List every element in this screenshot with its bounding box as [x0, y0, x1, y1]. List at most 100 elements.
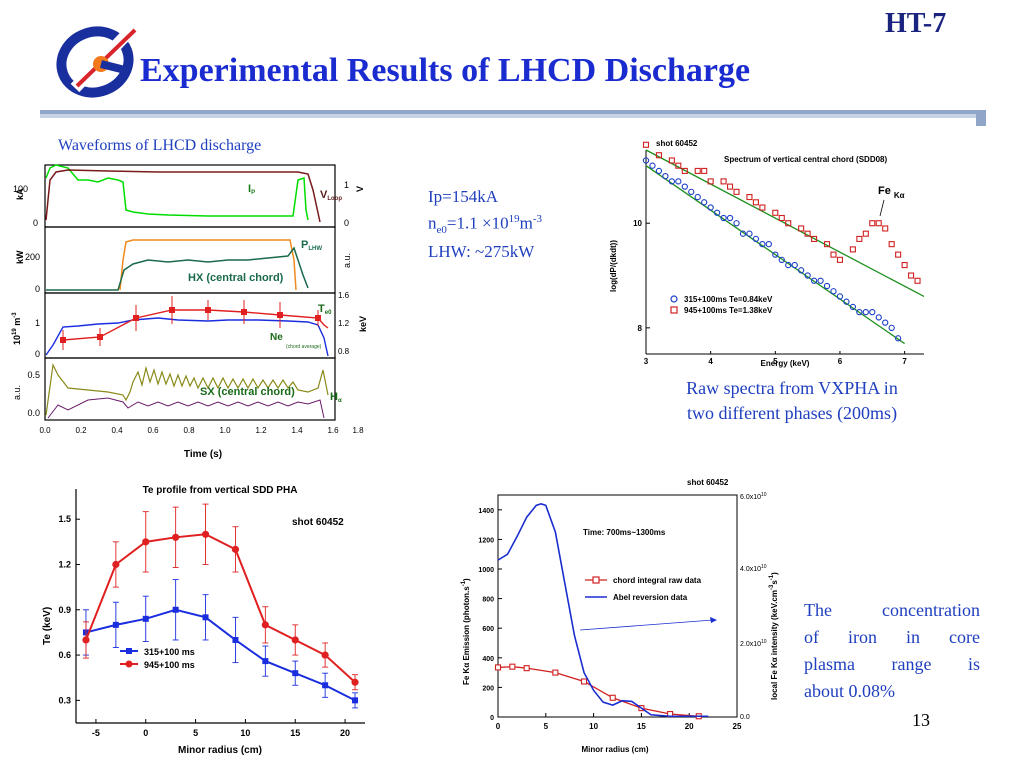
- fe-emission-ytick-label: 1400: [478, 508, 494, 515]
- spectrum-point-315: [694, 193, 701, 201]
- fe-emission-xtick-label: 20: [685, 722, 694, 731]
- te-profile-point-315: [202, 614, 209, 621]
- te-profile-point-945: [172, 533, 180, 541]
- spectrum-point-315: [888, 324, 895, 331]
- fe-ka-label: Fe Kα: [878, 185, 905, 200]
- spectrum-point-945: [830, 251, 837, 258]
- spectrum-point-945: [875, 220, 882, 227]
- te-profile-shot: shot 60452: [292, 517, 344, 528]
- fe-emission-ytick-label: 800: [482, 597, 494, 604]
- panel-3-ytick-right-1.2: 1.2: [338, 319, 350, 328]
- legend-label-315: 315+100 ms: [144, 647, 195, 657]
- spectrum-point-315: [713, 209, 721, 216]
- vloop-label: VLoop: [320, 189, 342, 202]
- spectrum-points: [642, 141, 921, 342]
- te-profile-frame: [75, 489, 365, 724]
- spectrum-point-945: [720, 178, 727, 185]
- fe-emission-ticks: 0 5 10 15 20 25 1400 1200 1000 800 600 400 200 0: [478, 508, 742, 731]
- te-profile-ytick-label: 0.9: [58, 605, 71, 615]
- fe-emission-ytick-label: 1000: [478, 567, 494, 574]
- te-profile-xtick-label: -5: [92, 728, 100, 738]
- panel-1-ylabel-right: V: [355, 186, 365, 192]
- te-profile-xlabel: Minor radius (cm): [178, 745, 262, 756]
- fe-emission-xtick-label: 10: [589, 722, 598, 731]
- spectrum-point-945: [733, 188, 740, 195]
- header-rule: [40, 110, 986, 126]
- te-profile-line-1: [85, 533, 356, 683]
- svg-text:1.4: 1.4: [291, 426, 303, 435]
- te-profile-xtick-label: 20: [340, 728, 350, 738]
- te-profile-point-945: [201, 530, 210, 538]
- spectrum-point-945: [655, 152, 662, 159]
- panel-3-ytick-0: 0: [35, 349, 40, 359]
- spectrum-point-315: [882, 319, 889, 326]
- ne-value: ne0=1.1 ×1019m-3: [428, 213, 542, 237]
- fe-emission-series: [494, 503, 709, 720]
- spectrum-point-315: [649, 162, 656, 169]
- spectrum-point-315: [791, 261, 798, 269]
- header-tag: HT-7: [885, 8, 947, 39]
- spectrum-point-945: [642, 141, 650, 148]
- te-profile-point-315: [172, 606, 179, 613]
- fe-emission-point-raw: [552, 669, 559, 676]
- te-profile-point-315: [112, 621, 119, 628]
- te-profile-chart: Te profile from vertical SDD PHA shot 60…: [42, 485, 365, 756]
- te-profile-point-315: [232, 636, 239, 643]
- svg-text:1.8: 1.8: [352, 426, 364, 435]
- fe-emission-xtick-label: 25: [733, 722, 742, 731]
- spectrum-ytick-label: 10: [633, 219, 642, 228]
- svg-text:0.4: 0.4: [111, 426, 123, 435]
- spectrum-point-315: [655, 167, 663, 175]
- svg-text:0.6: 0.6: [147, 426, 159, 435]
- te-profile-xtick-label: 0: [143, 728, 148, 738]
- te-profile-point-945: [82, 636, 90, 644]
- sx-trace: [45, 363, 329, 416]
- spectrum-point-945: [681, 167, 688, 174]
- spectrum-legend: 315+100ms Te=0.84keV 945+100ms Te=1.38ke…: [670, 295, 773, 315]
- spectrum-point-945: [675, 162, 682, 169]
- spectrum-point-315: [681, 183, 688, 190]
- spectrum-point-315: [810, 277, 818, 284]
- plhw-trace: [119, 239, 297, 291]
- te-profile-legend: 315+100 ms 945+100 ms: [120, 647, 195, 670]
- spectrum-point-315: [726, 214, 734, 222]
- iron-concentration-caption: The concentration of iron in core plasma…: [804, 600, 980, 701]
- ne-trace: [45, 317, 329, 357]
- spectrum-point-315: [869, 309, 876, 316]
- legend-marker-315: [126, 648, 132, 654]
- fe-emission-frame: [497, 494, 738, 718]
- te-profile-series: [82, 503, 359, 709]
- te-profile-point-315: [322, 682, 329, 689]
- te-profile-point-315: [262, 658, 269, 665]
- spectrum-point-945: [694, 167, 701, 174]
- spectrum-point-315: [817, 277, 824, 284]
- te-profile-point-315: [292, 670, 299, 677]
- svg-text:1.0: 1.0: [219, 426, 231, 435]
- svg-text:0.2: 0.2: [75, 426, 87, 435]
- spectrum-xtick-label: 6: [838, 357, 843, 366]
- spectrum-point-945: [862, 230, 869, 237]
- spectrum-point-315: [739, 230, 747, 237]
- spectrum-ylabel: log(dP/(dkdt)): [609, 240, 618, 292]
- spectrum-point-945: [668, 157, 675, 164]
- te-profile-point-945: [112, 560, 120, 569]
- te-label: Te0: [318, 303, 332, 316]
- svg-text:2.0x1010: 2.0x1010: [740, 639, 767, 648]
- fe-emission-ytick-label: 0: [490, 715, 494, 722]
- spectrum-caption: Raw spectra from VXPHA in two different …: [686, 378, 898, 423]
- panel-1-ytick-right-0: 0: [344, 218, 349, 228]
- te-profile-ytick-label: 0.3: [58, 695, 71, 705]
- spectrum-point-315: [733, 220, 740, 227]
- spectrum-ytick-label: 8: [638, 324, 643, 333]
- spectrum-point-315: [642, 157, 650, 164]
- spectrum-point-315: [675, 178, 682, 185]
- panel-1-frame: [44, 164, 336, 228]
- legend-label-315: 315+100ms Te=0.84keV: [684, 295, 773, 304]
- spectrum-point-315: [843, 298, 850, 305]
- spectrum-point-315: [785, 261, 792, 269]
- spectrum-point-945: [836, 256, 844, 263]
- spectrum-point-315: [746, 230, 753, 237]
- te-profile-point-945: [231, 545, 240, 553]
- legend-label-abel: Abel reversion data: [613, 593, 688, 602]
- te-profile-ytick-label: 1.5: [58, 514, 71, 524]
